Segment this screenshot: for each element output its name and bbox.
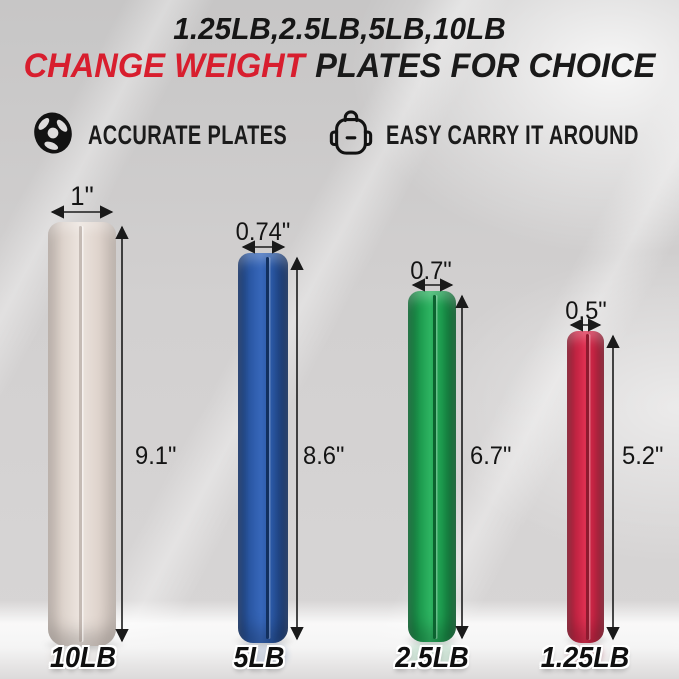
plate-reflection	[48, 647, 116, 669]
weight-label-5lb: 5LB	[233, 642, 285, 674]
thickness-label-5lb: 0.74"	[235, 218, 291, 246]
thickness-label-10lb: 1"	[70, 181, 94, 211]
backpack-icon	[328, 108, 374, 163]
diameter-label-1-25lb: 5.2"	[622, 442, 664, 470]
plate-1-25lb	[567, 331, 604, 643]
title-rest-text: PLATES FOR CHOICE	[315, 47, 656, 85]
product-title-line2: CHANGE WEIGHT PLATES FOR CHOICE	[14, 49, 666, 84]
diameter-label-5lb: 8.6"	[303, 442, 345, 470]
thickness-label-2-5lb: 0.7"	[410, 257, 452, 285]
plate-reflection	[238, 644, 288, 666]
title-accent-text: CHANGE WEIGHT	[23, 47, 305, 85]
product-title-line1: 1.25LB,2.5LB,5LB,10LB	[173, 11, 506, 46]
plate-10lb	[48, 222, 116, 646]
weight-label-10lb: 10LB	[50, 642, 116, 674]
weight-plate-icon	[30, 109, 76, 162]
plate-2-5lb	[408, 291, 456, 642]
feature-accurate-plates: ACCURATE PLATES	[30, 110, 357, 160]
weight-label-2-5lb: 2.5LB	[395, 642, 469, 674]
plate-reflection	[408, 643, 456, 665]
plate-reflection	[567, 644, 604, 664]
plate-5lb	[238, 253, 288, 643]
thickness-label-1-25lb: 0.5"	[565, 297, 607, 325]
weight-label-1-25lb: 1.25LB	[540, 642, 630, 674]
feature-label: ACCURATE PLATES	[88, 119, 288, 150]
diameter-label-2-5lb: 6.7"	[470, 442, 512, 470]
feature-label: EASY CARRY IT AROUND	[386, 119, 639, 150]
feature-easy-carry: EASY CARRY IT AROUND	[328, 108, 679, 163]
diameter-label-10lb: 9.1"	[135, 442, 177, 470]
